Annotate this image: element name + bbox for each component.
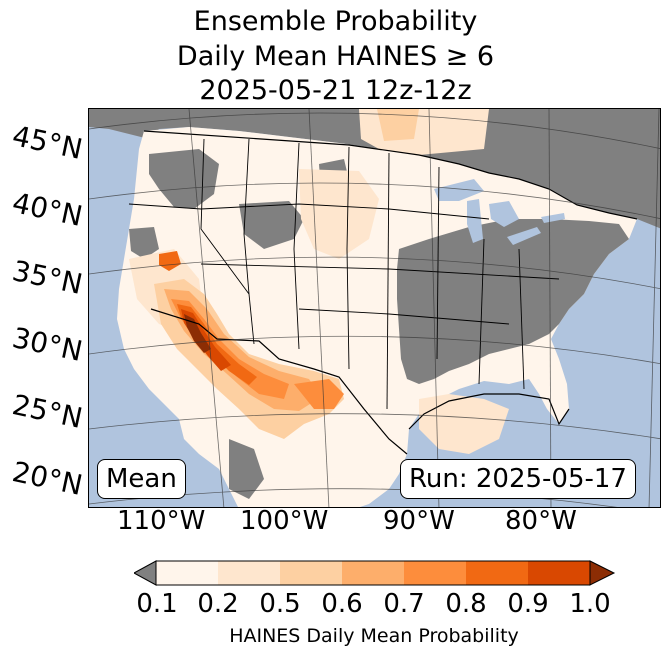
us-canada-border (143, 130, 638, 220)
colorbar-tick-0.6: 0.6 (321, 589, 363, 619)
colorbar-bin-4 (342, 561, 404, 585)
us-mexico-border (150, 308, 408, 455)
colorbar-tick-0.1: 0.1 (136, 589, 178, 619)
lon-label-80w: 80°W (505, 506, 577, 536)
lake-michigan (467, 199, 483, 243)
lat-label-35: 35°N (9, 254, 86, 301)
colorbar-bin-5 (404, 561, 466, 585)
lat-label-20: 20°N (9, 455, 86, 502)
northwest-gray (149, 149, 219, 209)
chihuahua-prob (294, 379, 344, 409)
colorbar-tick-0.8: 0.8 (445, 589, 487, 619)
colorbar-tick-0.9: 0.9 (507, 589, 549, 619)
colorbar-label: HAINES Daily Mean Probability (229, 625, 519, 647)
state-lines (128, 138, 560, 410)
colorbar-bin-3 (280, 561, 342, 585)
title-line-1: Ensemble Probability (193, 6, 478, 37)
lake-ontario (541, 213, 565, 223)
prairie-prob-high (377, 109, 419, 141)
southwest-prob-6 (184, 314, 211, 353)
coast-gray (129, 227, 159, 259)
colorbar-tick-0.5: 0.5 (259, 589, 301, 619)
lon-label-90w: 90°W (383, 506, 455, 536)
colorbar-bin-6 (466, 561, 528, 585)
colorbar-under-arrow (134, 560, 157, 586)
lake-huron (489, 201, 519, 227)
lake-superior (434, 179, 484, 201)
canada-land (89, 109, 660, 229)
lat-label-45: 45°N (9, 119, 86, 166)
colorbar-tick-0.7: 0.7 (383, 589, 425, 619)
colorbar-outline (155, 560, 591, 586)
lat-label-30: 30°N (9, 321, 86, 368)
colorbar-bin-2 (218, 561, 280, 585)
colorbar-bin-7 (528, 561, 590, 585)
lat-label-25: 25°N (9, 388, 86, 435)
title-line-3: 2025-05-21 12z-12z (199, 75, 472, 106)
colorbar-tick-1.0: 1.0 (569, 589, 611, 619)
run-date-label: Run: 2025-05-17 (400, 459, 636, 499)
mean-label: Mean (97, 459, 186, 499)
colorbar (134, 560, 616, 586)
texas-prob (419, 394, 509, 454)
colorbar-bin-1 (156, 561, 218, 585)
probability-map (89, 109, 660, 507)
graticule (89, 109, 660, 507)
mexico-gray (229, 439, 264, 499)
lon-label-110w: 110°W (117, 506, 206, 536)
map-panel (88, 108, 661, 508)
colorbar-tick-0.2: 0.2 (197, 589, 239, 619)
nevada-prob (159, 251, 181, 271)
gulf-coastline (408, 393, 570, 430)
rockies-gray (239, 201, 304, 249)
lat-label-40: 40°N (9, 186, 86, 233)
lon-label-100w: 100°W (240, 506, 329, 536)
colorbar-over-arrow (589, 560, 616, 586)
east-gray (397, 219, 629, 384)
plains-prob (299, 169, 379, 259)
lake-erie (507, 227, 541, 245)
title-line-2: Daily Mean HAINES ≥ 6 (176, 41, 495, 72)
